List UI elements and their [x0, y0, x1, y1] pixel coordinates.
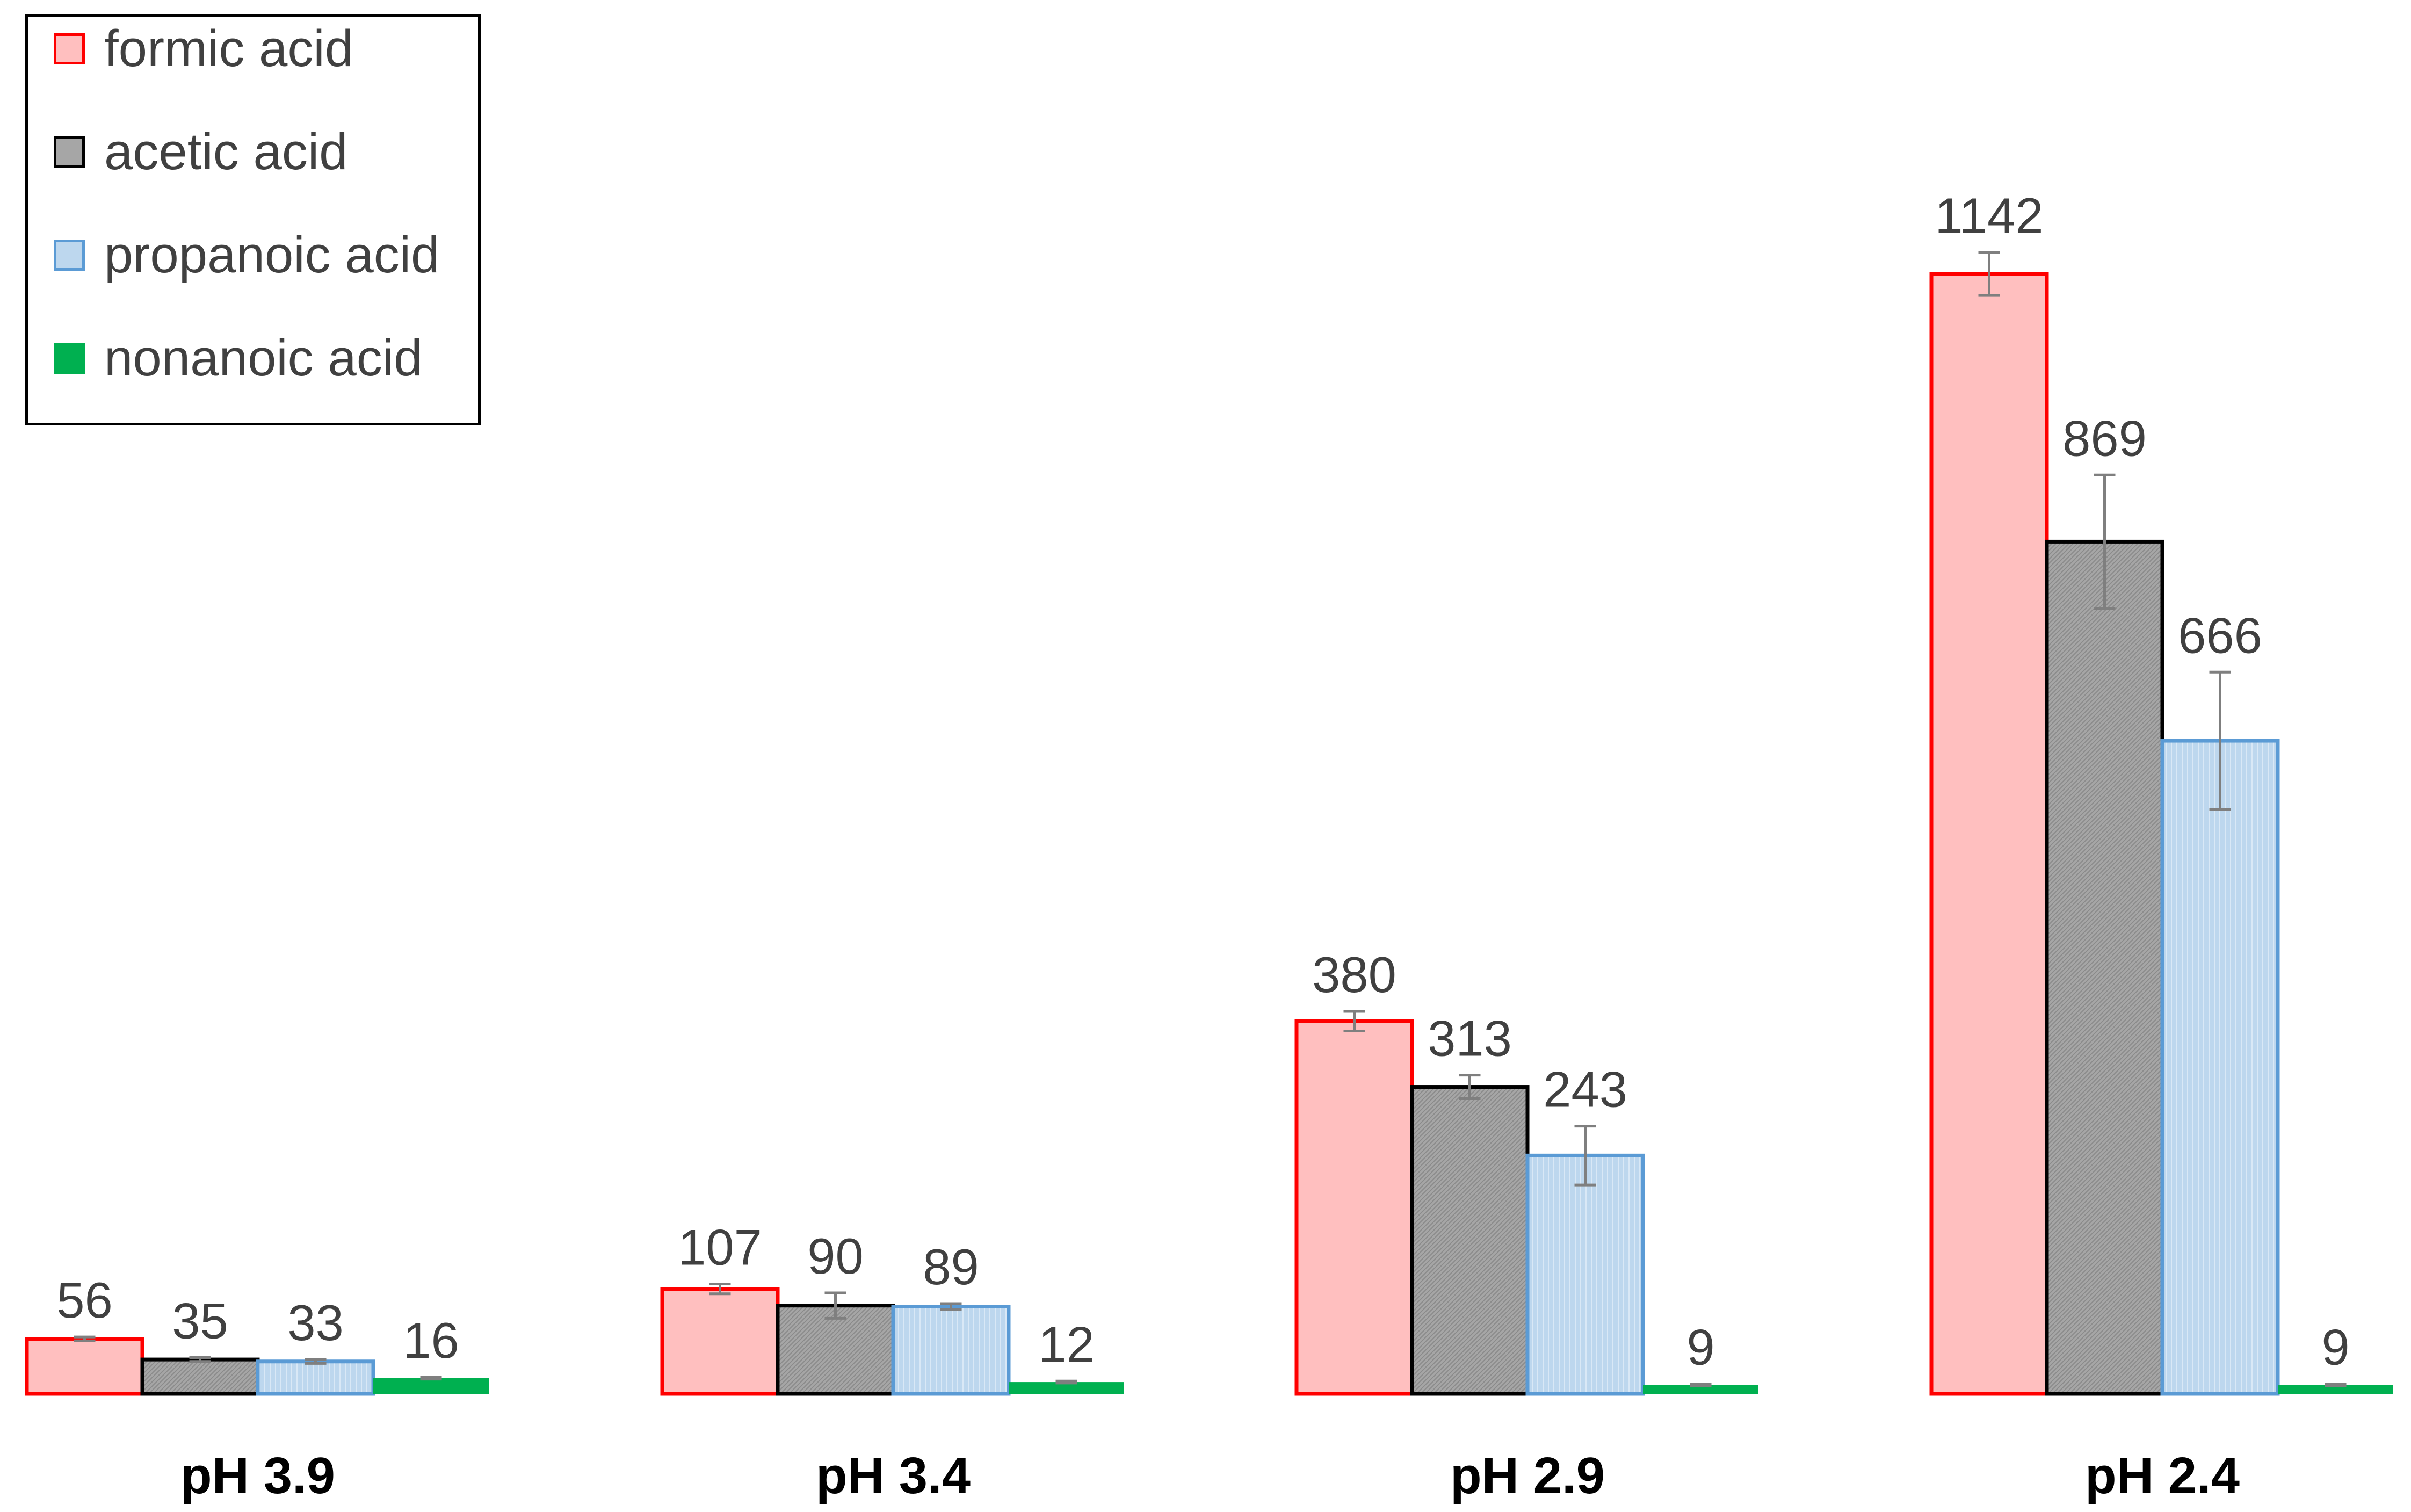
bar-propanoic-acid-2 [1525, 1153, 1645, 1396]
legend-item-nonanoic-acid: nonanoic acid [54, 326, 422, 390]
bar-acetic-acid-0 [140, 1357, 260, 1396]
legend-label: acetic acid [104, 123, 348, 180]
bar-nonanoic-acid-3 [2278, 1385, 2393, 1394]
bar-acetic-acid-2 [1410, 1085, 1530, 1396]
error-bar-nonanoic-acid-3 [2325, 1383, 2347, 1387]
error-bar-formic-acid-0 [74, 1335, 96, 1342]
data-label-propanoic-acid-3: 666 [2178, 607, 2262, 663]
legend-swatch-acetic-acid [54, 136, 85, 168]
error-bar-propanoic-acid-3 [2209, 670, 2231, 811]
error-bar-propanoic-acid-1 [940, 1302, 962, 1311]
error-bar-acetic-acid-1 [824, 1291, 846, 1320]
legend: formic acid acetic acid propanoic acid n… [25, 14, 481, 425]
bar-formic-acid-0 [25, 1337, 144, 1396]
data-labels-layer: 56 107 380 1142 35 90 313 869 33 89 243 666 16 12 9 9 [56, 187, 2349, 1376]
bar-nonanoic-acid-0 [373, 1378, 489, 1394]
error-bar-formic-acid-2 [1343, 1010, 1365, 1032]
category-labels-layer: pH 3.9 pH 3.4 pH 2.9 pH 2.4 [180, 1447, 2240, 1504]
data-label-propanoic-acid-2: 243 [1543, 1061, 1627, 1118]
legend-label: formic acid [104, 20, 354, 77]
bar-acetic-acid-3 [2045, 539, 2164, 1396]
error-bar-acetic-acid-2 [1459, 1074, 1481, 1100]
data-label-formic-acid-3: 1142 [1935, 187, 2043, 244]
legend-item-formic-acid: formic acid [54, 17, 353, 81]
error-bar-nonanoic-acid-1 [1055, 1379, 1077, 1385]
bar-formic-acid-3 [1929, 272, 2049, 1396]
data-label-nonanoic-acid-3: 9 [2321, 1319, 2349, 1376]
bars-layer [25, 272, 2393, 1396]
category-label-0: pH 3.9 [180, 1447, 335, 1504]
error-bar-formic-acid-1 [709, 1283, 731, 1296]
error-bars-layer [74, 251, 2347, 1387]
data-label-nonanoic-acid-0: 16 [403, 1312, 459, 1369]
legend-label: propanoic acid [104, 226, 440, 284]
data-label-acetic-acid-0: 35 [172, 1292, 228, 1349]
legend-swatch-formic-acid [54, 33, 85, 64]
error-bar-acetic-acid-3 [2094, 473, 2116, 610]
bar-formic-acid-2 [1294, 1019, 1414, 1396]
bar-formic-acid-1 [660, 1287, 780, 1396]
error-bar-nonanoic-acid-2 [1690, 1383, 1712, 1387]
category-label-3: pH 2.4 [2085, 1447, 2240, 1504]
data-label-nonanoic-acid-2: 9 [1686, 1319, 1714, 1376]
data-label-propanoic-acid-0: 33 [287, 1294, 344, 1351]
data-label-nonanoic-acid-1: 12 [1038, 1316, 1095, 1372]
legend-item-acetic-acid: acetic acid [54, 120, 348, 184]
legend-swatch-nonanoic-acid [54, 343, 85, 374]
data-label-formic-acid-2: 380 [1312, 946, 1396, 1003]
data-label-formic-acid-1: 107 [678, 1219, 762, 1276]
data-label-acetic-acid-3: 869 [2062, 410, 2147, 466]
legend-item-propanoic-acid: propanoic acid [54, 223, 439, 287]
error-bar-acetic-acid-0 [189, 1356, 211, 1363]
error-bar-propanoic-acid-2 [1574, 1125, 1596, 1187]
legend-swatch-propanoic-acid [54, 240, 85, 271]
category-label-1: pH 3.4 [816, 1447, 971, 1504]
data-label-formic-acid-0: 56 [56, 1272, 113, 1328]
bar-propanoic-acid-0 [256, 1359, 375, 1396]
bar-nonanoic-acid-1 [1009, 1382, 1124, 1394]
bar-propanoic-acid-1 [891, 1305, 1011, 1396]
data-label-acetic-acid-2: 313 [1428, 1010, 1512, 1067]
error-bar-nonanoic-acid-0 [420, 1376, 442, 1381]
bar-propanoic-acid-3 [2160, 739, 2280, 1396]
bar-nonanoic-acid-2 [1643, 1385, 1758, 1394]
legend-label: nonanoic acid [104, 329, 423, 387]
category-label-2: pH 2.9 [1450, 1447, 1605, 1504]
error-bar-formic-acid-3 [1978, 251, 2000, 297]
data-label-propanoic-acid-1: 89 [923, 1239, 979, 1295]
data-label-acetic-acid-1: 90 [807, 1228, 864, 1284]
error-bar-propanoic-acid-0 [305, 1358, 327, 1365]
bar-acetic-acid-1 [776, 1304, 895, 1396]
